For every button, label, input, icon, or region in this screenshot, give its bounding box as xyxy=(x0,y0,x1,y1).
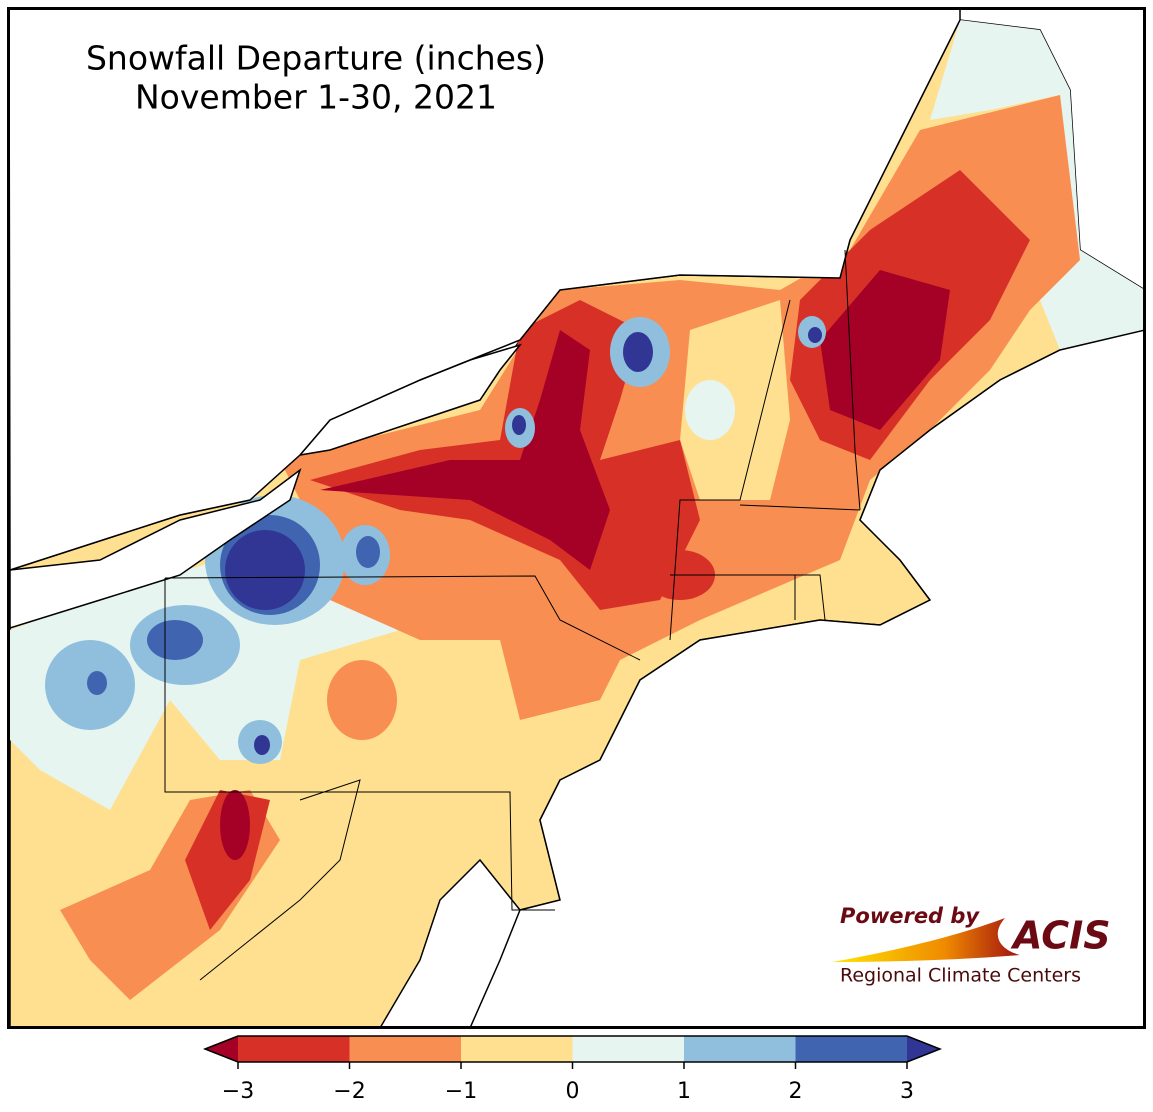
colorbar-segment xyxy=(349,1036,461,1062)
region-positive xyxy=(930,20,1144,350)
state-borders xyxy=(164,249,861,981)
region-extreme-surplus xyxy=(225,530,305,610)
colorbar-tick-label: 2 xyxy=(789,1079,803,1104)
colorbar-segment xyxy=(684,1036,796,1062)
colorbar-tick-label: 3 xyxy=(900,1079,914,1104)
region-large-surplus xyxy=(356,536,380,568)
logo-tagline: Powered by xyxy=(840,904,980,928)
colorbar-tick-label: −3 xyxy=(222,1079,254,1104)
title-line: Snowfall Departure (inches) xyxy=(86,39,546,78)
colorbar-extend-high xyxy=(907,1036,940,1062)
region-extreme-deficit xyxy=(220,790,250,860)
region-extreme-surplus xyxy=(254,735,270,755)
colorbar-segment xyxy=(238,1036,350,1062)
lake-erie xyxy=(9,467,302,630)
region-large-surplus xyxy=(147,620,203,660)
colorbar-extend-low xyxy=(205,1036,238,1062)
logo-name: ACIS xyxy=(1010,914,1111,958)
colorbar: −3 −2 −1 0 1 2 3 xyxy=(202,1035,943,1104)
colorbar-tick-label: 1 xyxy=(677,1079,691,1104)
region-deficit xyxy=(327,660,397,740)
logo: Powered by ACIS Regional Climate Centers xyxy=(832,904,1111,987)
colorbar-segment xyxy=(795,1036,907,1062)
region-extreme-surplus xyxy=(623,332,653,372)
region-near-normal xyxy=(680,300,790,500)
logo-subtitle: Regional Climate Centers xyxy=(840,965,1081,987)
map-frame xyxy=(7,7,1146,1029)
logo-swoosh xyxy=(832,918,1020,962)
colorbar-segment xyxy=(461,1036,573,1062)
colorbar-segment xyxy=(572,1036,684,1062)
colorbar-tick-label: −1 xyxy=(445,1079,477,1104)
map-area xyxy=(9,9,1144,1027)
region-extreme-surplus xyxy=(512,415,526,435)
region-large-surplus xyxy=(87,671,107,695)
canada-land xyxy=(9,9,961,572)
colorbar-tick-label: −2 xyxy=(333,1079,365,1104)
ocean xyxy=(469,329,1144,1027)
region-extreme-deficit xyxy=(320,330,610,570)
region-extreme-surplus xyxy=(808,327,822,343)
colorbar-tick-label: 0 xyxy=(566,1079,580,1104)
region-positive xyxy=(685,380,735,440)
title-line: November 1-30, 2021 xyxy=(135,78,497,117)
